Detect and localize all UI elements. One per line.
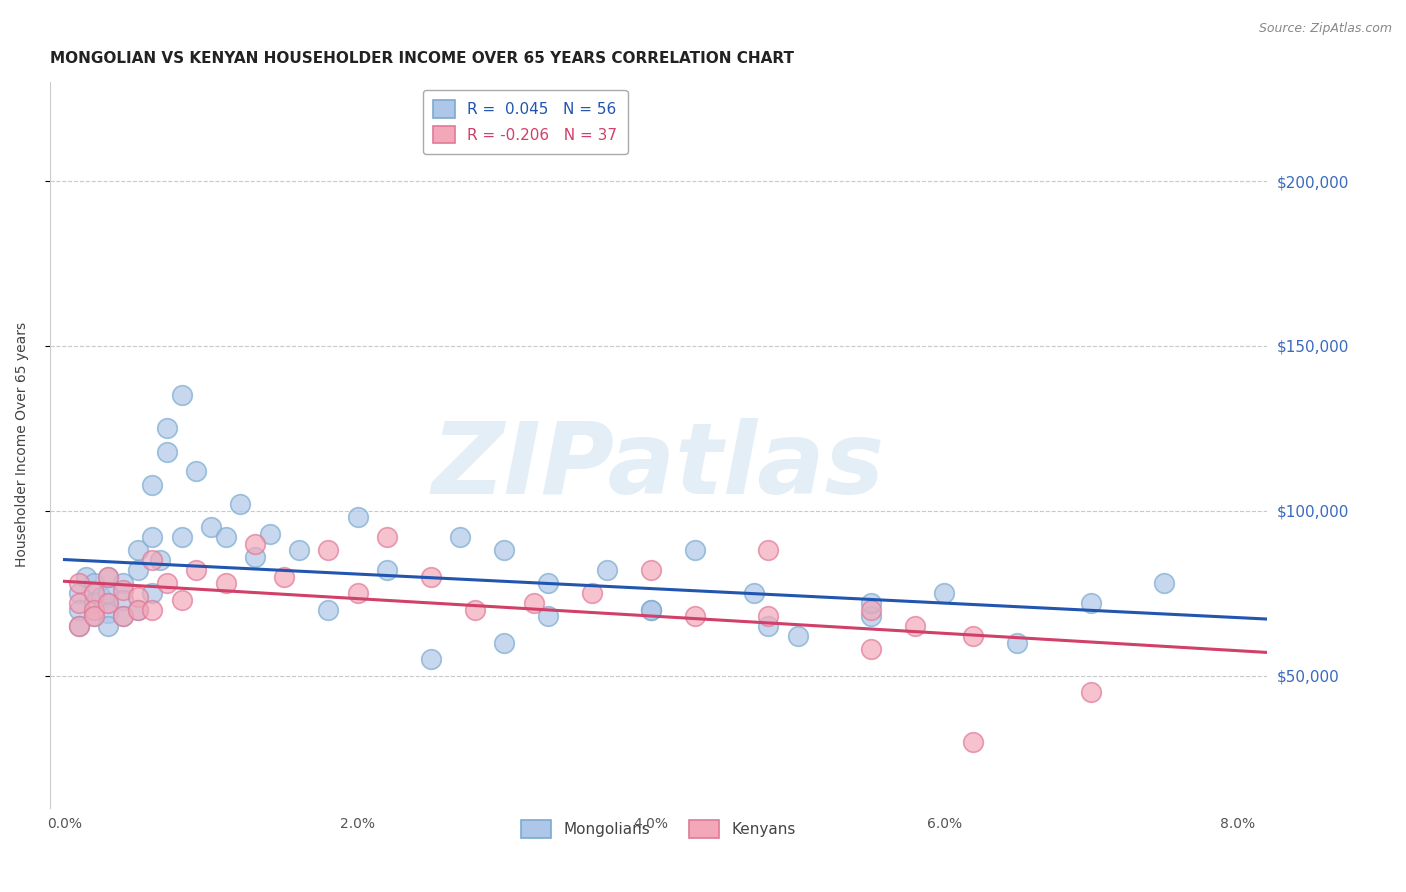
Point	[67, 596, 90, 610]
Point	[420, 652, 443, 666]
Point	[756, 543, 779, 558]
Point	[83, 576, 105, 591]
Point	[83, 609, 105, 624]
Point	[112, 593, 135, 607]
Point	[581, 586, 603, 600]
Point	[494, 636, 516, 650]
Point	[962, 735, 984, 749]
Point	[90, 590, 112, 604]
Point	[83, 609, 105, 624]
Point	[83, 586, 105, 600]
Point	[127, 603, 149, 617]
Point	[149, 553, 172, 567]
Point	[756, 609, 779, 624]
Point	[97, 596, 120, 610]
Point	[683, 609, 706, 624]
Point	[112, 609, 135, 624]
Point	[97, 586, 120, 600]
Point	[83, 603, 105, 617]
Point	[596, 563, 619, 577]
Point	[170, 593, 193, 607]
Point	[1007, 636, 1029, 650]
Point	[67, 619, 90, 633]
Point	[97, 606, 120, 620]
Point	[97, 570, 120, 584]
Point	[97, 619, 120, 633]
Point	[76, 570, 98, 584]
Point	[640, 563, 662, 577]
Point	[346, 510, 368, 524]
Point	[420, 570, 443, 584]
Point	[318, 603, 340, 617]
Point	[243, 550, 266, 565]
Point	[97, 570, 120, 584]
Point	[1153, 576, 1175, 591]
Point	[186, 563, 208, 577]
Point	[215, 576, 238, 591]
Point	[640, 603, 662, 617]
Point	[464, 603, 486, 617]
Point	[67, 586, 90, 600]
Point	[141, 586, 163, 600]
Point	[288, 543, 311, 558]
Point	[186, 464, 208, 478]
Y-axis label: Householder Income Over 65 years: Householder Income Over 65 years	[15, 322, 30, 567]
Point	[494, 543, 516, 558]
Text: Source: ZipAtlas.com: Source: ZipAtlas.com	[1258, 22, 1392, 36]
Point	[859, 609, 882, 624]
Point	[67, 619, 90, 633]
Point	[127, 543, 149, 558]
Legend: Mongolians, Kenyans: Mongolians, Kenyans	[515, 814, 801, 844]
Point	[141, 553, 163, 567]
Point	[67, 603, 90, 617]
Point	[904, 619, 927, 633]
Point	[127, 603, 149, 617]
Point	[156, 444, 179, 458]
Point	[200, 520, 222, 534]
Point	[83, 596, 105, 610]
Point	[962, 629, 984, 643]
Point	[934, 586, 956, 600]
Point	[537, 576, 560, 591]
Point	[170, 388, 193, 402]
Point	[346, 586, 368, 600]
Point	[141, 603, 163, 617]
Point	[112, 583, 135, 598]
Point	[375, 530, 398, 544]
Point	[112, 609, 135, 624]
Point	[375, 563, 398, 577]
Point	[141, 530, 163, 544]
Point	[859, 642, 882, 657]
Point	[170, 530, 193, 544]
Point	[756, 619, 779, 633]
Point	[318, 543, 340, 558]
Point	[141, 477, 163, 491]
Point	[1080, 685, 1102, 699]
Text: MONGOLIAN VS KENYAN HOUSEHOLDER INCOME OVER 65 YEARS CORRELATION CHART: MONGOLIAN VS KENYAN HOUSEHOLDER INCOME O…	[49, 51, 794, 66]
Point	[537, 609, 560, 624]
Point	[786, 629, 808, 643]
Point	[859, 603, 882, 617]
Point	[215, 530, 238, 544]
Point	[683, 543, 706, 558]
Point	[273, 570, 295, 584]
Point	[156, 576, 179, 591]
Point	[243, 537, 266, 551]
Text: ZIPatlas: ZIPatlas	[432, 418, 884, 516]
Point	[97, 596, 120, 610]
Point	[229, 497, 252, 511]
Point	[112, 576, 135, 591]
Point	[449, 530, 471, 544]
Point	[127, 563, 149, 577]
Point	[259, 527, 281, 541]
Point	[523, 596, 546, 610]
Point	[67, 576, 90, 591]
Point	[1080, 596, 1102, 610]
Point	[156, 421, 179, 435]
Point	[640, 603, 662, 617]
Point	[859, 596, 882, 610]
Point	[127, 590, 149, 604]
Point	[742, 586, 765, 600]
